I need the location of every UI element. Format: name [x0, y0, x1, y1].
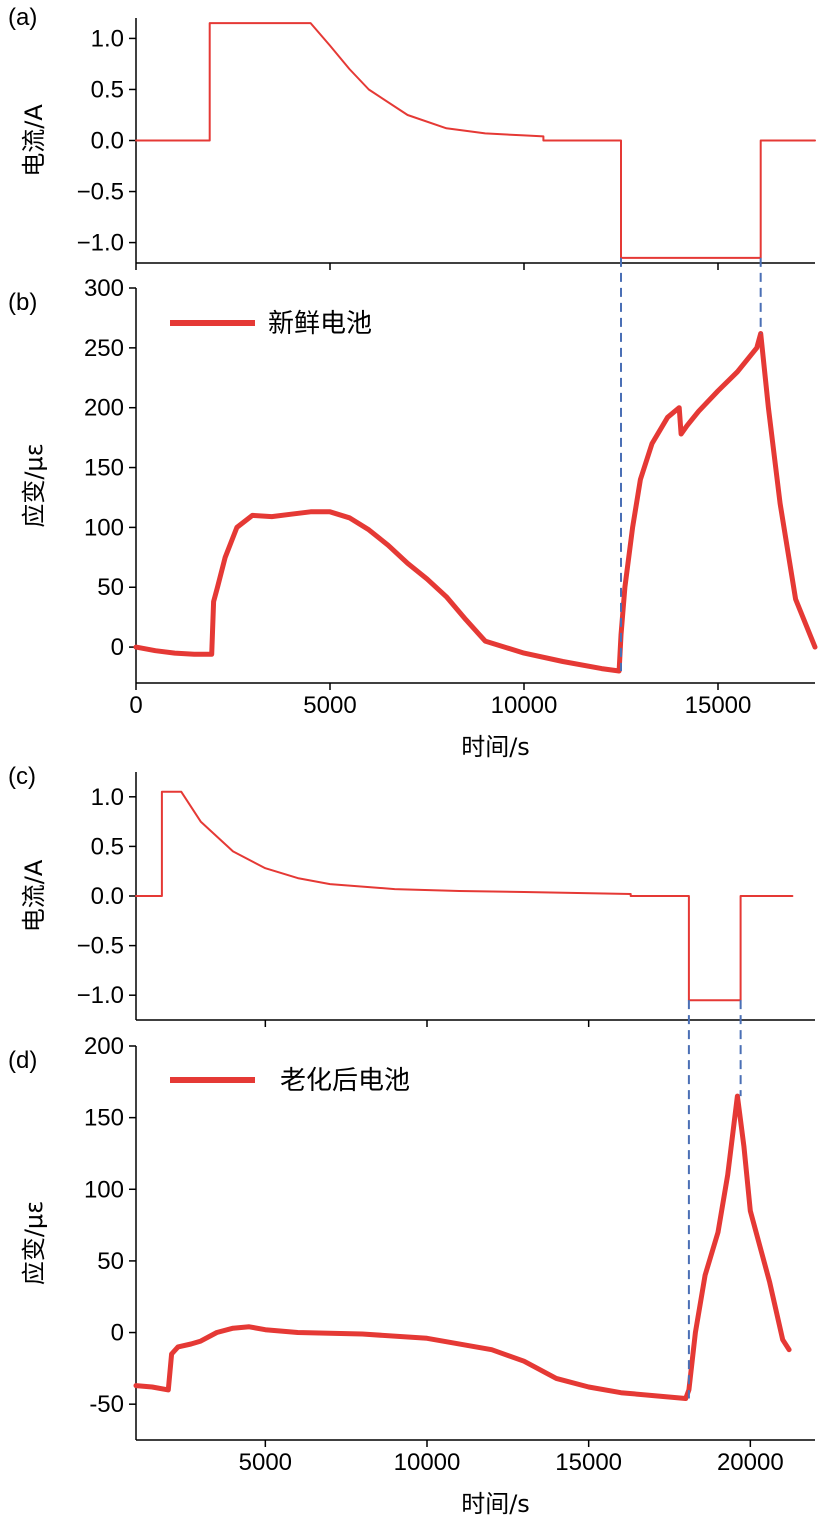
y-tick-label: 200	[84, 1033, 124, 1060]
panel-label: (c)	[8, 763, 36, 790]
y-tick-label: −1.0	[77, 982, 124, 1009]
x-tick-label: 5000	[239, 1449, 292, 1476]
x-tick-label: 20000	[717, 1449, 784, 1476]
y-tick-label: 0	[111, 634, 124, 661]
y-tick-label: 1.0	[91, 784, 124, 811]
y-tick-label: −0.5	[77, 179, 124, 206]
y-tick-label: 50	[97, 574, 124, 601]
y-axis-title: 电流/A	[20, 859, 48, 932]
panel-d-strain-aged: 200 150 100 50 0 -50 5000 10000 15000 20000 应变/με 时…	[8, 1033, 815, 1518]
x-axis-title: 时间/s	[461, 1490, 530, 1518]
y-tick-label: 150	[84, 1105, 124, 1132]
x-tick-label: 10000	[491, 692, 558, 719]
y-tick-label: 250	[84, 335, 124, 362]
y-tick-label: 200	[84, 395, 124, 422]
panel-label: (d)	[8, 1047, 37, 1074]
y-tick-label: 0.5	[91, 76, 124, 103]
y-tick-label: 100	[84, 1176, 124, 1203]
y-axis-title: 电流/A	[20, 104, 48, 177]
y-tick-label: 0.0	[91, 883, 124, 910]
panel-label: (a)	[8, 4, 37, 31]
y-tick-label: −1.0	[77, 230, 124, 257]
series-line	[135, 22, 816, 259]
y-tick-label: 300	[84, 275, 124, 302]
panel-label: (b)	[8, 289, 37, 316]
y-tick-label: 1.0	[91, 25, 124, 52]
x-tick-label: 10000	[394, 1449, 461, 1476]
y-tick-label: -50	[89, 1391, 124, 1418]
x-tick-label: 5000	[303, 692, 356, 719]
legend-label: 新鲜电池	[268, 309, 372, 339]
y-tick-label: 0	[111, 1320, 124, 1347]
legend-label: 老化后电池	[280, 1066, 410, 1096]
series-line	[135, 790, 794, 1002]
dashed-guides	[620, 257, 762, 1399]
y-tick-label: 0.5	[91, 833, 124, 860]
series-line	[133, 1093, 792, 1401]
y-tick-label: 100	[84, 514, 124, 541]
y-axis-title: 应变/με	[20, 1201, 48, 1285]
y-tick-label: 0.0	[91, 128, 124, 155]
series-line	[133, 331, 818, 674]
y-tick-label: 50	[97, 1248, 124, 1275]
x-tick-label: 0	[129, 692, 142, 719]
panel-c-current-aged: 1.0 0.5 0.0 −0.5 −1.0 电流/A (c)	[8, 763, 815, 1027]
x-tick-label: 15000	[685, 692, 752, 719]
panel-a-current-fresh: 1.0 0.5 0.0 −0.5 −1.0 电流/A (a)	[8, 4, 816, 270]
y-tick-label: −0.5	[77, 933, 124, 960]
x-tick-label: 15000	[555, 1449, 622, 1476]
x-axis-title: 时间/s	[461, 733, 530, 761]
y-axis-title: 应变/με	[20, 443, 48, 527]
y-tick-label: 150	[84, 455, 124, 482]
